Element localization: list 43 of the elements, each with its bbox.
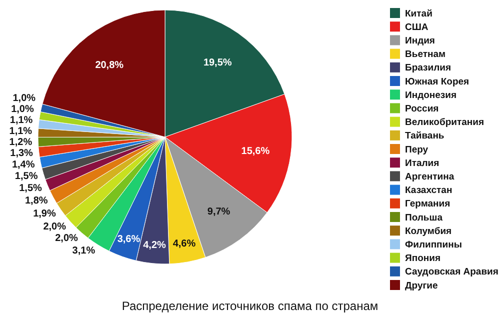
data-label: 4,6%	[172, 238, 196, 250]
legend-label: Индия	[405, 36, 435, 47]
data-label: 1,3%	[10, 148, 34, 160]
legend-label: Южная Корея	[405, 76, 470, 88]
data-label: 1,8%	[24, 195, 48, 206]
data-label: 1,1%	[10, 115, 33, 126]
legend-label: Филиппины	[405, 240, 462, 251]
data-label: 3,6%	[117, 234, 140, 246]
data-label: 1,0%	[11, 104, 34, 116]
legend-label: Колумбия	[405, 226, 452, 237]
legend-label: Казахстан	[405, 185, 452, 196]
legend-label: Польша	[405, 212, 444, 224]
legend-label: США	[405, 22, 428, 33]
legend-label: Другие	[405, 280, 438, 292]
data-label: 1,4%	[12, 159, 35, 170]
data-label: 15,6%	[241, 146, 270, 157]
data-label: 2,0%	[55, 233, 78, 244]
legend-label: Бразилия	[405, 62, 452, 74]
data-label: 1,5%	[14, 171, 38, 182]
data-label: 2,0%	[43, 221, 66, 232]
data-label: 9,7%	[207, 206, 230, 218]
legend-label: Тайвань	[405, 130, 444, 142]
legend-label: Саудовская Аравия	[405, 266, 498, 278]
legend-label: Аргентина	[405, 172, 455, 183]
data-label: 20,8%	[95, 60, 124, 71]
data-label: 4,2%	[143, 240, 166, 251]
data-label: 1,2%	[9, 137, 32, 148]
data-label: 1,9%	[33, 208, 56, 220]
data-label: 1,0%	[12, 93, 36, 104]
legend-label: Вьетнам	[405, 49, 446, 60]
legend-label: Япония	[405, 253, 440, 264]
legend-label: Перу	[405, 144, 429, 156]
data-label: 3,1%	[72, 246, 96, 257]
legend-label: Индонезия	[405, 90, 457, 101]
legend-label: Германия	[405, 198, 450, 210]
legend-label: Китай	[405, 8, 433, 20]
legend-label: Италия	[405, 158, 440, 169]
legend-label: Россия	[405, 104, 439, 115]
data-label: 1,1%	[9, 126, 32, 138]
data-label: 1,5%	[19, 182, 42, 194]
text: Распределение источников спама по странам	[122, 299, 378, 313]
data-label: 19,5%	[203, 58, 232, 69]
legend-label: Великобритания	[405, 117, 484, 128]
